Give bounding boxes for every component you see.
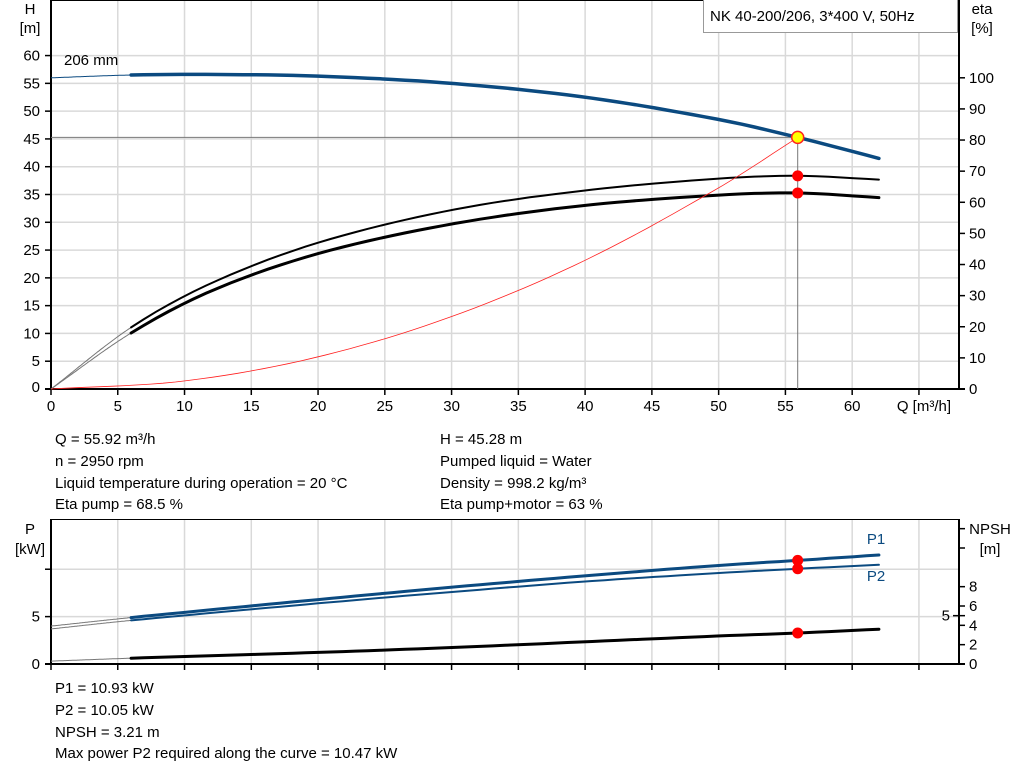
info-p1: P1 = 10.93 kW <box>55 680 154 697</box>
q-tick-label: 0 <box>47 398 55 415</box>
P2-curve <box>130 563 880 622</box>
eta_pump_motor-curve-extension <box>50 332 132 390</box>
info-h: H = 45.28 m <box>440 431 523 448</box>
npsh-tick-label: 0 <box>969 656 977 673</box>
chart-title: NK 40-200/206, 3*400 V, 50Hz <box>703 0 958 33</box>
q-tick-label: 55 <box>777 398 794 415</box>
P1-curve <box>129 553 881 620</box>
eta_pump-curve <box>130 174 880 329</box>
h-tick-label: 45 <box>23 131 40 148</box>
info-eta-total: Eta pump+motor = 63 % <box>440 496 603 513</box>
npsh-duty-marker <box>792 627 804 639</box>
h-tick-label: 30 <box>23 214 40 231</box>
NPSH-curve <box>129 627 881 660</box>
x-axis-label: Q [m³/h] <box>897 398 951 415</box>
p1-duty-marker <box>792 554 804 566</box>
q-tick-label: 10 <box>176 398 193 415</box>
info-q: Q = 55.92 m³/h <box>55 431 156 448</box>
H-curve <box>129 72 881 161</box>
h-tick-label: 60 <box>23 48 40 65</box>
info-p2: P2 = 10.05 kW <box>55 702 154 719</box>
duty-point-marker <box>790 130 805 145</box>
q-tick-label: 45 <box>644 398 661 415</box>
h-tick-label: 15 <box>23 298 40 315</box>
info-npsh: NPSH = 3.21 m <box>55 724 160 741</box>
h-tick-label: 50 <box>23 103 40 120</box>
eta-tick-label: 90 <box>969 101 986 118</box>
npsh-tick-label: 8 <box>969 579 977 596</box>
p-tick-label: 0 <box>32 656 40 673</box>
P1-series-label: P1 <box>867 531 885 548</box>
npsh-tick-label: 5 <box>942 608 950 625</box>
eta-tick-label: 30 <box>969 288 986 305</box>
npsh-tick-label: 6 <box>969 598 977 615</box>
eta-tick-label: 60 <box>969 194 986 211</box>
p-axis-label: P <box>25 521 35 538</box>
h-tick-label: 0 <box>32 379 40 396</box>
q-tick-label: 15 <box>243 398 260 415</box>
npsh-axis-label: NPSH <box>969 521 1011 538</box>
eta-tick-label: 0 <box>969 381 977 398</box>
eta_pump-curve-extension <box>50 326 132 390</box>
eta-tick-label: 100 <box>969 70 994 87</box>
npsh-tick-label: 4 <box>969 617 977 634</box>
h-tick-label: 40 <box>23 159 40 176</box>
eta_pump_motor-curve <box>129 191 881 335</box>
h-axis-unit: [m] <box>20 20 41 37</box>
p-axis-unit: [kW] <box>15 541 45 558</box>
h-tick-label: 10 <box>23 325 40 342</box>
q-tick-label: 50 <box>710 398 727 415</box>
npsh-axis-unit: [m] <box>980 541 1001 558</box>
h-axis-label: H <box>25 1 36 18</box>
h-tick-label: 35 <box>23 187 40 204</box>
eta-axis-unit: [%] <box>971 20 993 37</box>
eta-tick-label: 10 <box>969 350 986 367</box>
h-tick-label: 5 <box>32 353 40 370</box>
eta-tick-label: 70 <box>969 163 986 180</box>
P1-curve-extension <box>50 617 132 627</box>
H-curve-extension <box>51 74 132 79</box>
eta-tick-label: 80 <box>969 132 986 149</box>
P2-curve-extension <box>50 619 132 630</box>
system-curve <box>50 137 798 390</box>
eta-axis-label: eta <box>972 1 994 18</box>
q-tick-label: 35 <box>510 398 527 415</box>
q-tick-label: 5 <box>114 398 122 415</box>
npsh-tick-label: 2 <box>969 637 977 654</box>
info-liquid: Pumped liquid = Water <box>440 453 592 470</box>
h-tick-label: 25 <box>23 242 40 259</box>
q-tick-label: 20 <box>310 398 327 415</box>
info-n: n = 2950 rpm <box>55 453 144 470</box>
P2-series-label: P2 <box>867 568 885 585</box>
eta-tick-label: 50 <box>969 225 986 242</box>
q-tick-label: 30 <box>443 398 460 415</box>
q-tick-label: 25 <box>376 398 393 415</box>
q-tick-label: 40 <box>577 398 594 415</box>
curve-label: 206 mm <box>64 52 118 69</box>
eta-tick-label: 40 <box>969 257 986 274</box>
p-tick-label: 5 <box>32 609 40 626</box>
info-temperature: Liquid temperature during operation = 20… <box>55 475 348 492</box>
h-tick-label: 20 <box>23 270 40 287</box>
h-tick-label: 55 <box>23 75 40 92</box>
p2-duty-marker <box>792 563 804 575</box>
info-max-p2: Max power P2 required along the curve = … <box>55 745 398 762</box>
q-tick-label: 60 <box>844 398 861 415</box>
NPSH-curve-extension <box>51 657 132 662</box>
eta-total-duty-marker <box>792 187 804 199</box>
info-eta-pump: Eta pump = 68.5 % <box>55 496 183 513</box>
eta-pump-duty-marker <box>792 170 804 182</box>
eta-tick-label: 20 <box>969 319 986 336</box>
info-density: Density = 998.2 kg/m³ <box>440 475 587 492</box>
